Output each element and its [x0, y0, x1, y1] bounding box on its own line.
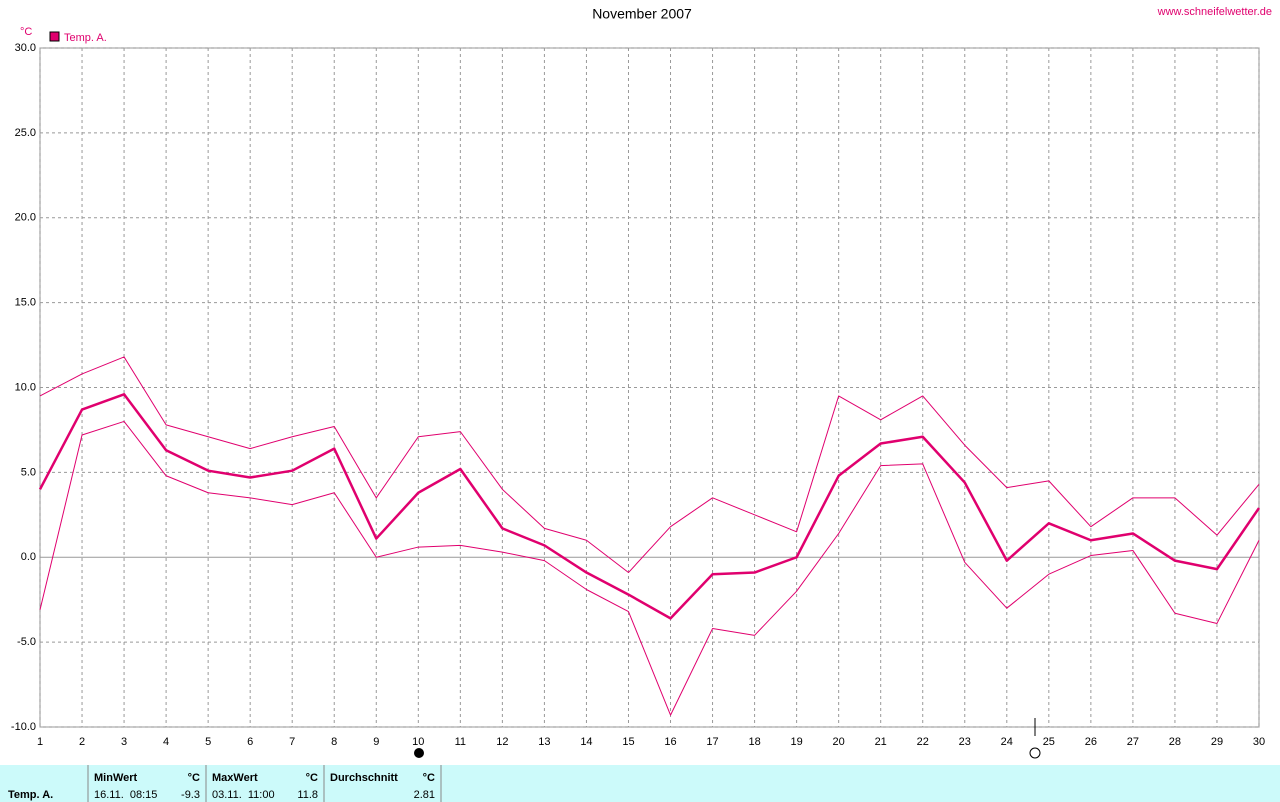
source: www.schneifelwetter.de — [1157, 6, 1272, 18]
series-line — [38, 393, 1261, 620]
grid: -10.0-5.00.05.010.015.020.025.030.01 2 3 4 5… — [11, 42, 1265, 748]
x-tick-label: 1 — [37, 736, 43, 748]
stats-value: 11.8 — [297, 789, 318, 801]
x-tick-label: 9 — [373, 736, 379, 748]
series-line — [39, 356, 1260, 574]
x-tick-label: 16 — [664, 736, 676, 748]
x-tick-label: 28 — [1169, 736, 1181, 748]
y-tick-label: -10.0 — [11, 721, 36, 733]
x-tick-label: 10 — [412, 736, 424, 748]
series-line — [39, 420, 1260, 716]
x-tick-label: 19 — [790, 736, 802, 748]
x-tick-label: 20 — [833, 736, 845, 748]
stats-title: MaxWert — [212, 772, 258, 784]
x-tick-label: 6 — [247, 736, 253, 748]
x-tick-label: 21 — [875, 736, 887, 748]
stats-unit: °C — [188, 772, 200, 784]
x-tick-label: 8 — [331, 736, 337, 748]
y-tick-label: 25.0 — [15, 127, 36, 139]
x-tick-label: 17 — [706, 736, 718, 748]
x-tick-label: 25 — [1043, 736, 1055, 748]
x-tick-label: 4 — [163, 736, 169, 748]
stats-unit: °C — [423, 772, 435, 784]
y-tick-label: 5.0 — [21, 466, 36, 478]
x-tick-label: 30 — [1253, 736, 1265, 748]
x-tick-label: 14 — [580, 736, 592, 748]
stats-value: -9.3 — [181, 789, 200, 801]
legend-label: Temp. A. — [64, 32, 107, 44]
x-tick-label: 13 — [538, 736, 550, 748]
x-tick-label: 3 — [121, 736, 127, 748]
stats-time: 16.11. 08:15 — [94, 789, 157, 801]
stats-table: Temp. A. MinWert °C 16.11. 08:15 -9.3 MaxWert… — [8, 765, 442, 802]
x-tick-label: 18 — [748, 736, 760, 748]
legend-swatch — [49, 31, 60, 42]
x-tick-label: 5 — [205, 736, 211, 748]
x-tick-label: 23 — [959, 736, 971, 748]
stats-time: 03.11. 11:00 — [212, 789, 275, 801]
y-tick-label: 15.0 — [15, 297, 36, 309]
y-tick-label: 20.0 — [15, 212, 36, 224]
y-tick-label: 10.0 — [15, 381, 36, 393]
y-unit: °C — [20, 26, 32, 38]
x-tick-label: 2 — [79, 736, 85, 748]
lines — [38, 356, 1261, 716]
stats-panel — [0, 765, 1280, 802]
stats-title: MinWert — [94, 772, 138, 784]
chart-title: November 2007 — [592, 6, 692, 22]
stats-title: Durchschnitt — [330, 772, 398, 784]
stats-value: 2.81 — [414, 789, 435, 801]
stats-unit: °C — [306, 772, 318, 784]
y-tick-label: 0.0 — [21, 551, 36, 563]
x-tick-label: 24 — [1001, 736, 1013, 748]
x-tick-label: 15 — [622, 736, 634, 748]
x-tick-label: 29 — [1211, 736, 1223, 748]
x-tick-label: 22 — [917, 736, 929, 748]
y-tick-label: 30.0 — [15, 42, 36, 54]
y-tick-label: -5.0 — [17, 636, 36, 648]
stats-label: Temp. A. — [8, 789, 53, 801]
moon-full — [414, 748, 424, 758]
x-tick-label: 27 — [1127, 736, 1139, 748]
x-tick-label: 12 — [496, 736, 508, 748]
x-tick-label: 7 — [289, 736, 295, 748]
legend: Temp. A. — [49, 31, 107, 44]
moon-new — [1029, 747, 1041, 759]
x-tick-label: 26 — [1085, 736, 1097, 748]
x-tick-label: 11 — [455, 736, 466, 748]
